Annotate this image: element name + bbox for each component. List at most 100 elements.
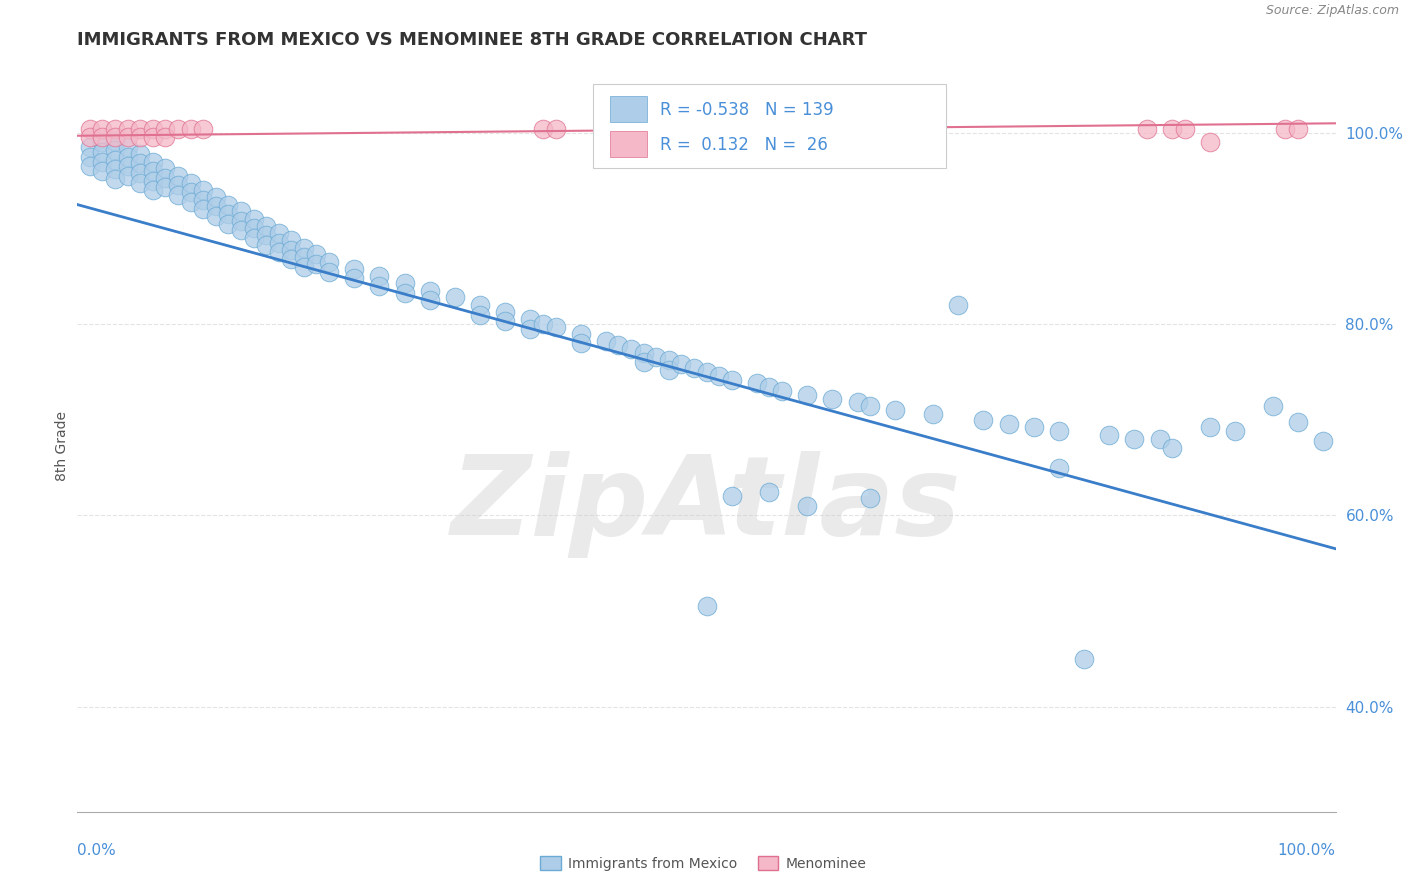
Point [1286,415,1309,429]
Point [1098,428,1121,442]
Text: Source: ZipAtlas.com: Source: ZipAtlas.com [1265,4,1399,18]
Point [1073,651,1095,665]
Point [696,365,718,379]
Point [884,403,907,417]
Point [142,174,165,188]
Point [368,278,391,293]
Point [531,317,554,331]
Point [104,162,127,177]
Point [859,400,882,414]
Point [91,154,114,169]
Point [645,350,668,364]
Point [318,255,340,269]
Point [117,159,139,173]
Point [658,363,681,377]
Point [280,252,302,266]
Point [607,338,630,352]
Point [129,147,152,161]
Text: 0.0%: 0.0% [77,843,117,858]
Point [267,227,290,241]
Point [394,276,416,290]
Point [155,180,177,194]
Point [569,336,592,351]
Point [1047,424,1070,438]
Point [696,599,718,614]
Point [468,298,491,312]
Point [229,204,252,219]
Point [129,129,152,144]
Point [229,214,252,228]
Point [683,361,706,376]
Point [91,129,114,144]
Point [91,136,114,150]
Text: IMMIGRANTS FROM MEXICO VS MENOMINEE 8TH GRADE CORRELATION CHART: IMMIGRANTS FROM MEXICO VS MENOMINEE 8TH … [77,31,868,49]
Point [494,304,516,318]
Point [305,257,328,271]
Point [91,164,114,178]
Point [191,122,215,136]
Point [633,345,655,359]
Point [1123,432,1146,446]
Point [770,384,793,398]
Point [419,293,441,308]
Text: R = -0.538   N = 139: R = -0.538 N = 139 [659,101,834,119]
Point [796,388,818,402]
Point [948,298,970,312]
Point [633,355,655,369]
Point [142,164,165,178]
Point [569,326,592,341]
Point [292,260,315,274]
Point [671,357,693,371]
Y-axis label: 8th Grade: 8th Grade [55,411,69,481]
Point [79,159,101,173]
Point [191,183,215,197]
Point [117,129,139,144]
Point [846,395,869,409]
Point [758,380,780,394]
Point [1312,434,1334,448]
Point [1174,122,1197,136]
Point [1198,136,1220,150]
Point [104,129,127,144]
Point [292,250,315,264]
Point [129,176,152,190]
Point [217,207,239,221]
Point [142,129,165,144]
Point [620,342,643,356]
Point [79,129,101,144]
Bar [610,96,647,122]
Point [1223,424,1246,438]
Point [91,145,114,159]
Point [167,178,190,193]
Point [494,314,516,328]
FancyBboxPatch shape [593,84,946,168]
Point [419,284,441,298]
Point [129,166,152,180]
Point [242,211,264,226]
Point [444,290,467,304]
Point [720,373,742,387]
Point [91,122,114,136]
Point [758,485,780,500]
Point [544,320,567,334]
Point [79,122,101,136]
Point [531,122,554,136]
Point [242,231,264,245]
Point [343,261,366,276]
Point [1047,460,1070,475]
Point [544,122,567,136]
Point [254,228,277,243]
Point [292,241,315,255]
Point [254,237,277,252]
Point [104,134,127,148]
Point [104,153,127,167]
Point [305,247,328,261]
Point [280,233,302,247]
Point [595,334,617,349]
Point [1149,432,1171,446]
Point [796,499,818,513]
Point [229,223,252,237]
Point [707,368,730,383]
Point [859,491,882,505]
Point [167,169,190,183]
